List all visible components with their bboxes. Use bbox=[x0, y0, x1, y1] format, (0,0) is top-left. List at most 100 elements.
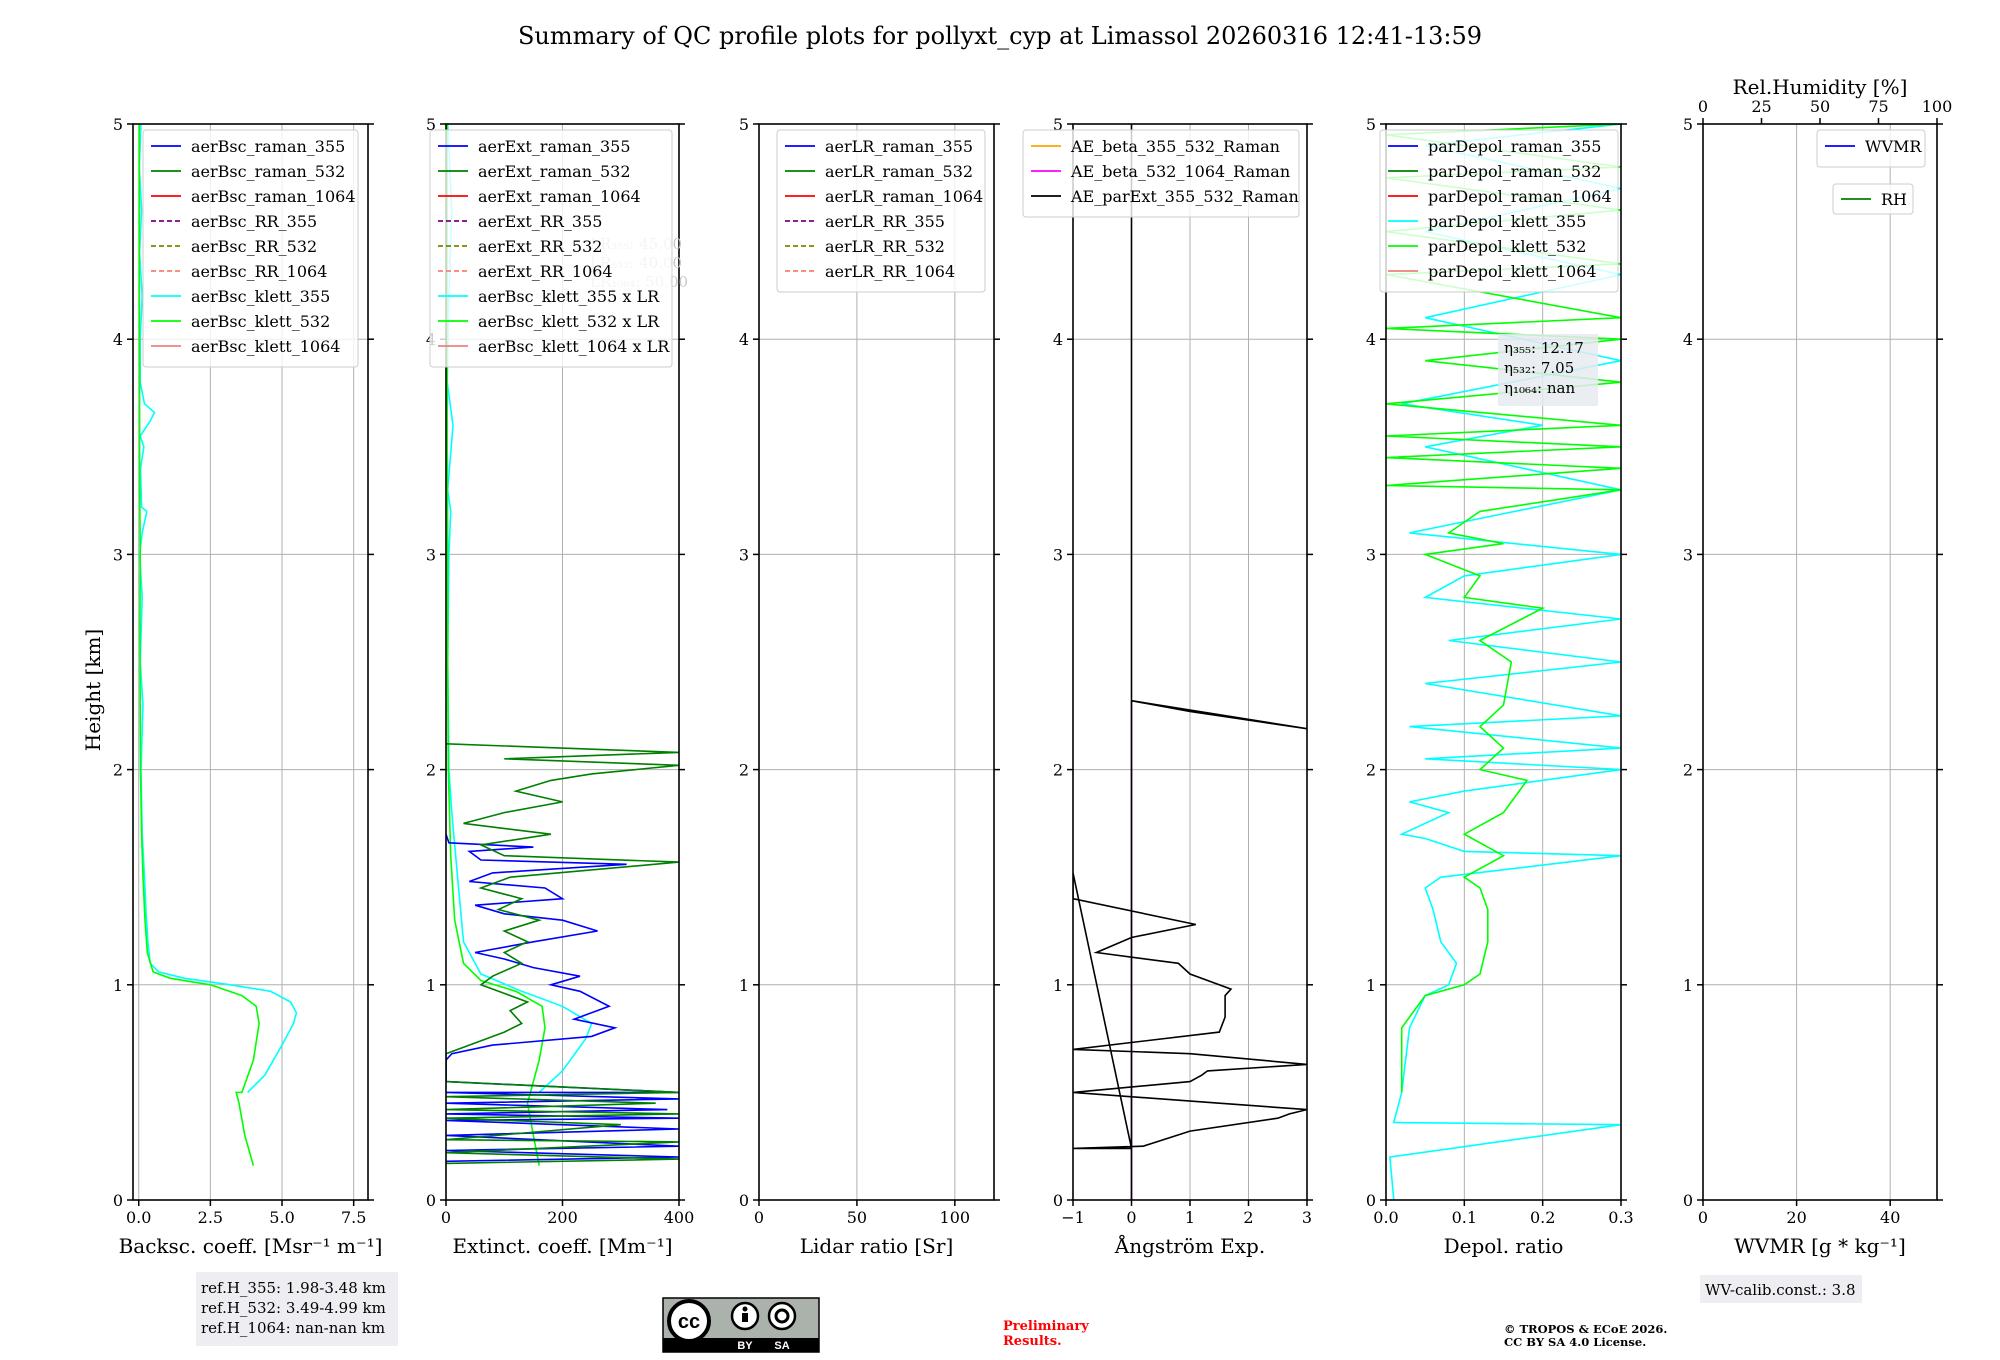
cc-icon bbox=[667, 1299, 711, 1343]
by-icon-head bbox=[742, 1306, 748, 1312]
x-tick-label: 2.5 bbox=[198, 1208, 223, 1227]
legend-label: parDepol_klett_532 bbox=[1428, 237, 1586, 256]
series-line-aerExt_raman_355 bbox=[446, 833, 679, 1163]
y-tick-label: 1 bbox=[1366, 976, 1376, 995]
y-tick-label: 2 bbox=[113, 761, 123, 780]
x-tick-label: 50 bbox=[847, 1208, 867, 1227]
series-line-AE_parExt_355_532_Raman bbox=[1073, 124, 1307, 1200]
y-tick-label: 4 bbox=[1053, 330, 1063, 349]
legend-label: AE_beta_355_532_Raman bbox=[1070, 137, 1280, 156]
x-tick-label: 0.3 bbox=[1608, 1208, 1633, 1227]
legend-label: aerBsc_RR_1064 bbox=[191, 262, 327, 281]
series-line-aerExt_raman_532 bbox=[446, 743, 679, 1165]
top-x-tick-label: 25 bbox=[1751, 97, 1771, 116]
y-tick-label: 2 bbox=[739, 761, 749, 780]
axes-frame bbox=[132, 123, 369, 1201]
x-tick-label: −1 bbox=[1061, 1208, 1085, 1227]
legend: aerExt_raman_355 aerExt_raman_532 aerExt_r… bbox=[429, 129, 673, 368]
legend-label: aerBsc_RR_532 bbox=[191, 237, 317, 256]
y-tick-label: 4 bbox=[739, 330, 749, 349]
x-tick-label: 5.0 bbox=[269, 1208, 294, 1227]
series-line-aerBsc_klett_532 bbox=[138, 124, 260, 1166]
legend-label: aerBsc_raman_355 bbox=[191, 137, 345, 156]
eta-value: η₁₀₆₄: nan bbox=[1504, 379, 1575, 397]
top-x-tick-label: 75 bbox=[1868, 97, 1888, 116]
x-tick-label: 400 bbox=[664, 1208, 695, 1227]
ref-height-1064: ref.H_1064: nan-nan km bbox=[201, 1319, 385, 1337]
y-tick-label: 3 bbox=[739, 545, 749, 564]
legend-label: aerBsc_raman_1064 bbox=[191, 187, 356, 206]
y-tick-label: 4 bbox=[1366, 330, 1376, 349]
y-tick-label: 0 bbox=[426, 1191, 436, 1210]
x-tick-label: 100 bbox=[940, 1208, 971, 1227]
legend-label: aerBsc_klett_1064 bbox=[191, 337, 340, 356]
eta-box bbox=[1498, 334, 1598, 406]
series-group bbox=[1073, 124, 1307, 1200]
by-label: BY bbox=[737, 1340, 753, 1352]
legend-label: aerBsc_klett_355 bbox=[191, 287, 330, 306]
x-tick-label: 200 bbox=[547, 1208, 578, 1227]
y-tick-label: 2 bbox=[1053, 761, 1063, 780]
cc-by-sa-logo[interactable]: cc BY SA bbox=[662, 1297, 820, 1353]
y-tick-label: 2 bbox=[426, 761, 436, 780]
x-axis-label: Depol. ratio bbox=[1444, 1234, 1564, 1258]
legend-label: aerBsc_raman_532 bbox=[191, 162, 345, 181]
legend: aerBsc_raman_355 aerBsc_raman_532 aerBsc_r… bbox=[142, 129, 359, 368]
axes-frame bbox=[1385, 123, 1622, 1201]
y-tick-label: 2 bbox=[1683, 761, 1693, 780]
legend-label: parDepol_raman_1064 bbox=[1428, 187, 1612, 206]
legend-label: WVMR bbox=[1865, 137, 1922, 156]
eta-value: η₅₃₂: 7.05 bbox=[1504, 359, 1574, 377]
legend-label: aerExt_raman_532 bbox=[478, 162, 631, 181]
series-group bbox=[138, 124, 298, 1166]
x-axis-label: Extinct. coeff. [Mm⁻¹] bbox=[452, 1234, 672, 1258]
y-tick-label: 0 bbox=[1683, 1191, 1693, 1210]
x-tick-label: 0 bbox=[1698, 1208, 1708, 1227]
x-axis-label: Ångström Exp. bbox=[1114, 1233, 1265, 1258]
cc-icon-text: cc bbox=[678, 1311, 700, 1333]
y-tick-label: 1 bbox=[426, 976, 436, 995]
x-tick-label: 0.0 bbox=[1373, 1208, 1398, 1227]
x-tick-label: 2 bbox=[1243, 1208, 1253, 1227]
top-x-axis-label: Rel.Humidity [%] bbox=[1733, 75, 1908, 99]
y-tick-label: 4 bbox=[1683, 330, 1693, 349]
legend-label: aerLR_raman_355 bbox=[825, 137, 973, 156]
panel-wvmr: 0 20 40 0 1 2 3 4 5 WVMR [g * kg⁻¹] 0 25 50 75 100 Rel.… bbox=[1683, 75, 1952, 1258]
panel-lidar-ratio: 0 50 100 0 1 2 3 4 5 Lidar ratio [Sr] aerLR_raman_… bbox=[739, 115, 1000, 1258]
y-tick-label: 4 bbox=[113, 330, 123, 349]
x-tick-label: 0 bbox=[441, 1208, 451, 1227]
y-tick-label: 1 bbox=[739, 976, 749, 995]
sa-icon-arc bbox=[774, 1308, 790, 1324]
legend-label: aerExt_raman_355 bbox=[478, 137, 631, 156]
y-tick-label: 1 bbox=[1053, 976, 1063, 995]
legend-label: aerBsc_klett_532 bbox=[191, 312, 330, 331]
y-tick-label: 0 bbox=[1366, 1191, 1376, 1210]
y-tick-label: 3 bbox=[426, 545, 436, 564]
legend-label: aerLR_raman_1064 bbox=[825, 187, 983, 206]
x-tick-label: 1 bbox=[1185, 1208, 1195, 1227]
legend-label: aerExt_RR_355 bbox=[478, 212, 602, 231]
legend-label: AE_beta_532_1064_Raman bbox=[1070, 162, 1290, 181]
legend-label: aerBsc_klett_355 x LR bbox=[478, 287, 660, 306]
x-axis-label: WVMR [g * kg⁻¹] bbox=[1734, 1234, 1906, 1258]
legend: parDepol_raman_355 parDepol_raman_532 parD… bbox=[1379, 129, 1619, 293]
y-tick-label: 3 bbox=[113, 545, 123, 564]
x-axis-label: Backsc. coeff. [Msr⁻¹ m⁻¹] bbox=[119, 1234, 383, 1258]
by-icon-body bbox=[742, 1313, 748, 1322]
series-group bbox=[1386, 124, 1621, 1200]
copyright-line2: CC BY SA 4.0 License. bbox=[1504, 1335, 1646, 1349]
y-tick-label: 5 bbox=[1683, 115, 1693, 134]
copyright-line1: © TROPOS & ECoE 2026. bbox=[1504, 1322, 1667, 1336]
legend-label: parDepol_raman_355 bbox=[1428, 137, 1601, 156]
y-tick-label: 5 bbox=[1053, 115, 1063, 134]
y-tick-label: 3 bbox=[1366, 545, 1376, 564]
series-line-aerBsc_klett_355 x LR bbox=[446, 124, 593, 1093]
ref-height-355: ref.H_355: 1.98-3.48 km bbox=[201, 1279, 386, 1297]
x-tick-label: 0.1 bbox=[1452, 1208, 1477, 1227]
eta-value: η₃₅₅: 12.17 bbox=[1504, 339, 1584, 357]
x-tick-label: 0.0 bbox=[126, 1208, 151, 1227]
y-tick-label: 1 bbox=[113, 976, 123, 995]
legend-label: RH bbox=[1881, 190, 1907, 209]
